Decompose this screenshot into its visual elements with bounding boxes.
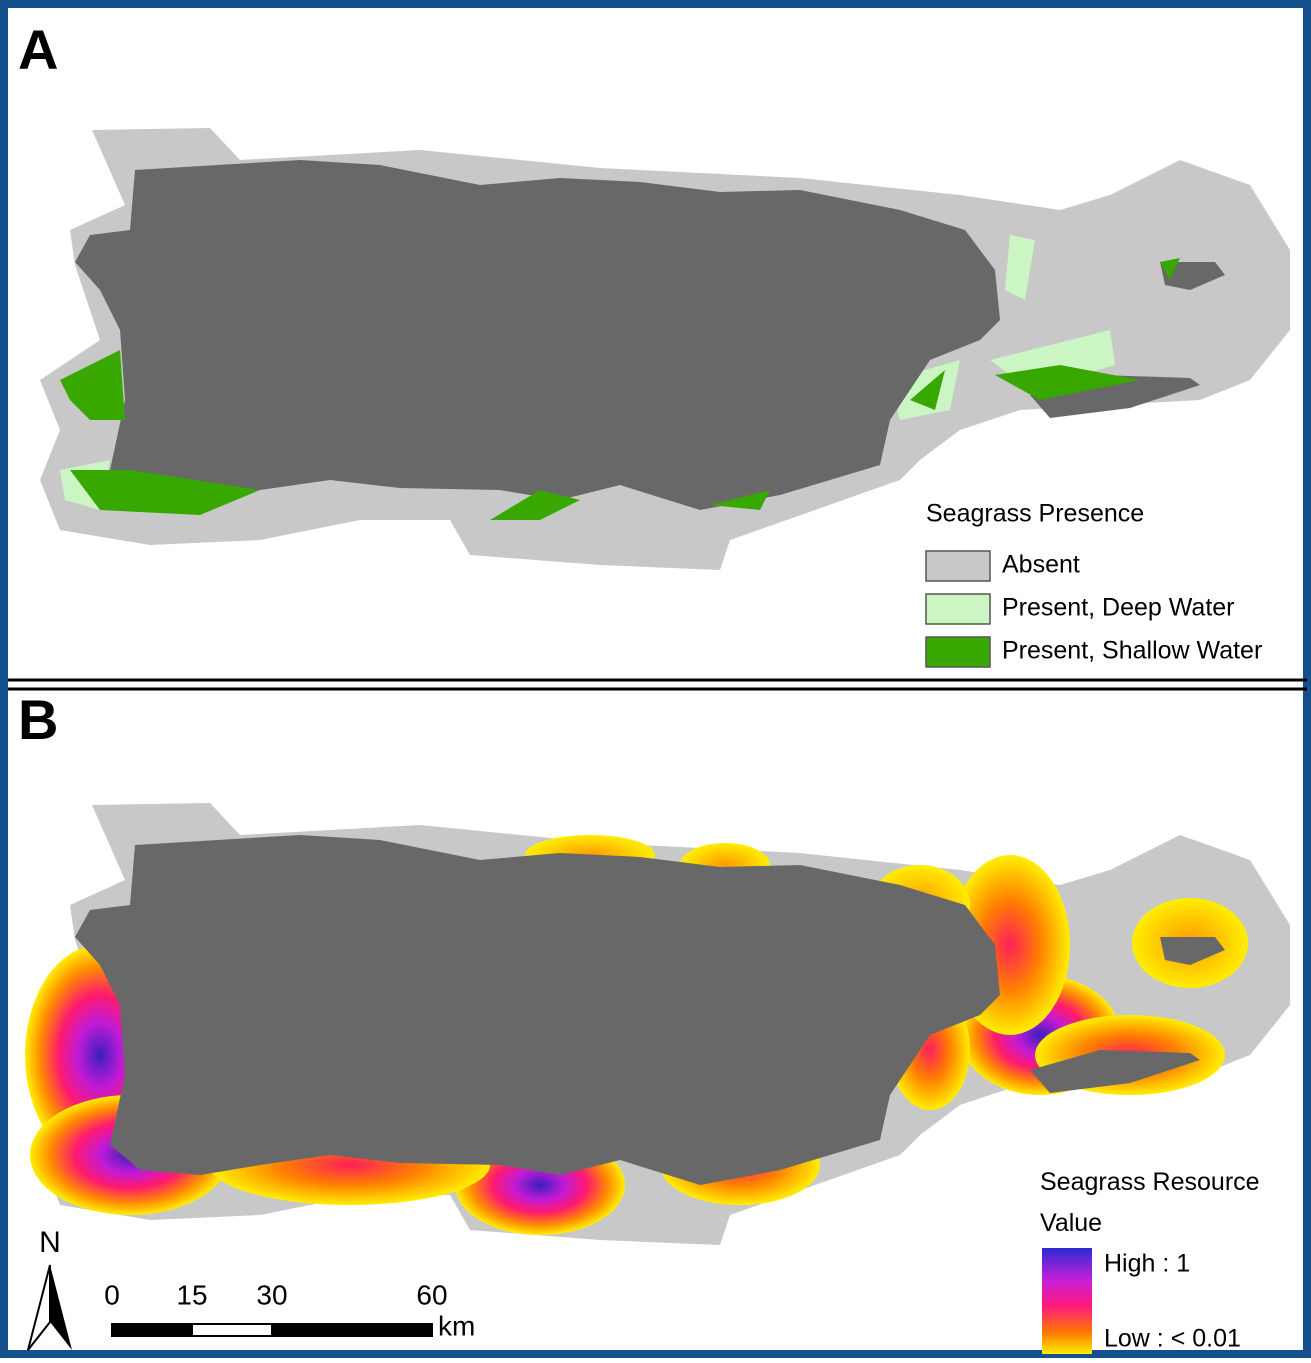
scale-tick-label: 0: [104, 1279, 120, 1310]
scale-unit: km: [438, 1310, 475, 1341]
legend-high: High : 1: [1104, 1250, 1190, 1278]
legend-label: Present, Shallow Water: [1002, 637, 1262, 665]
legend-low: Low : < 0.01: [1104, 1325, 1241, 1353]
map-figure: A Seagrass Presence Absent Present, Deep …: [0, 0, 1311, 1358]
scale-tick-label: 30: [256, 1279, 287, 1310]
panel-label: A: [18, 18, 58, 81]
panel-label: B: [18, 688, 58, 751]
legend-label: Absent: [1002, 551, 1080, 579]
legend-swatch: [926, 551, 990, 581]
legend-swatch: [926, 637, 990, 667]
scale-segment: [272, 1324, 432, 1336]
legend-title-box: Seagrass Resource Value: [1040, 1162, 1305, 1242]
legend-swatch: [926, 594, 990, 624]
scale-tick-label: 15: [176, 1279, 207, 1310]
color-ramp: [1042, 1248, 1092, 1354]
scale-tick-label: 60: [416, 1279, 447, 1310]
north-label: N: [39, 1226, 61, 1259]
scale-segment: [192, 1324, 272, 1336]
legend-title: Seagrass Presence: [926, 500, 1144, 528]
scale-segment: [112, 1324, 192, 1336]
legend-title: Seagrass Resource Value: [1040, 1162, 1300, 1242]
legend-label: Present, Deep Water: [1002, 594, 1235, 622]
